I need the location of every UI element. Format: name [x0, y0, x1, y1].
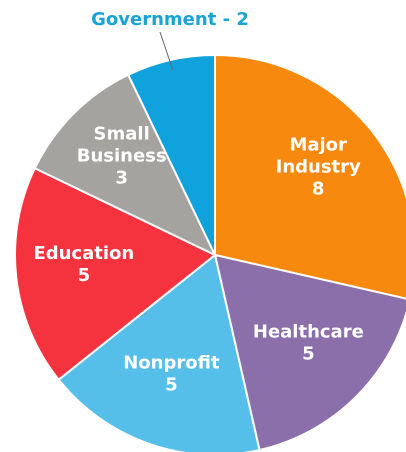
slice-label: Nonprofit [123, 353, 220, 374]
label-line: Business [77, 146, 167, 167]
value-label: 3 [115, 168, 128, 189]
slice-label: Small Business [77, 124, 167, 167]
label-line: Nonprofit [123, 353, 220, 374]
pie-slice [126, 53, 216, 256]
label-line: Industry [276, 157, 361, 178]
outside-label: Government - 2 [91, 9, 249, 30]
value-label: 5 [302, 343, 315, 364]
pie-slice [214, 53, 406, 300]
category-label: Government [91, 9, 217, 30]
slice-label: Education [33, 243, 134, 264]
label-line: Healthcare [253, 321, 364, 342]
value-label: 8 [312, 179, 325, 200]
slice-label: Major Industry [276, 135, 361, 178]
leader-line [159, 31, 174, 70]
value-label: 5 [165, 375, 178, 396]
label-line: Major [289, 135, 347, 156]
pie-slice [213, 253, 406, 452]
value-label: - 2 [223, 9, 249, 30]
label-line: Small [94, 124, 150, 145]
value-label: 5 [78, 265, 91, 286]
pie-slice [14, 166, 217, 382]
pie-slice [57, 253, 261, 452]
pie-slice [33, 73, 218, 258]
slice-label: Healthcare [253, 321, 364, 342]
label-line: Education [33, 243, 134, 264]
